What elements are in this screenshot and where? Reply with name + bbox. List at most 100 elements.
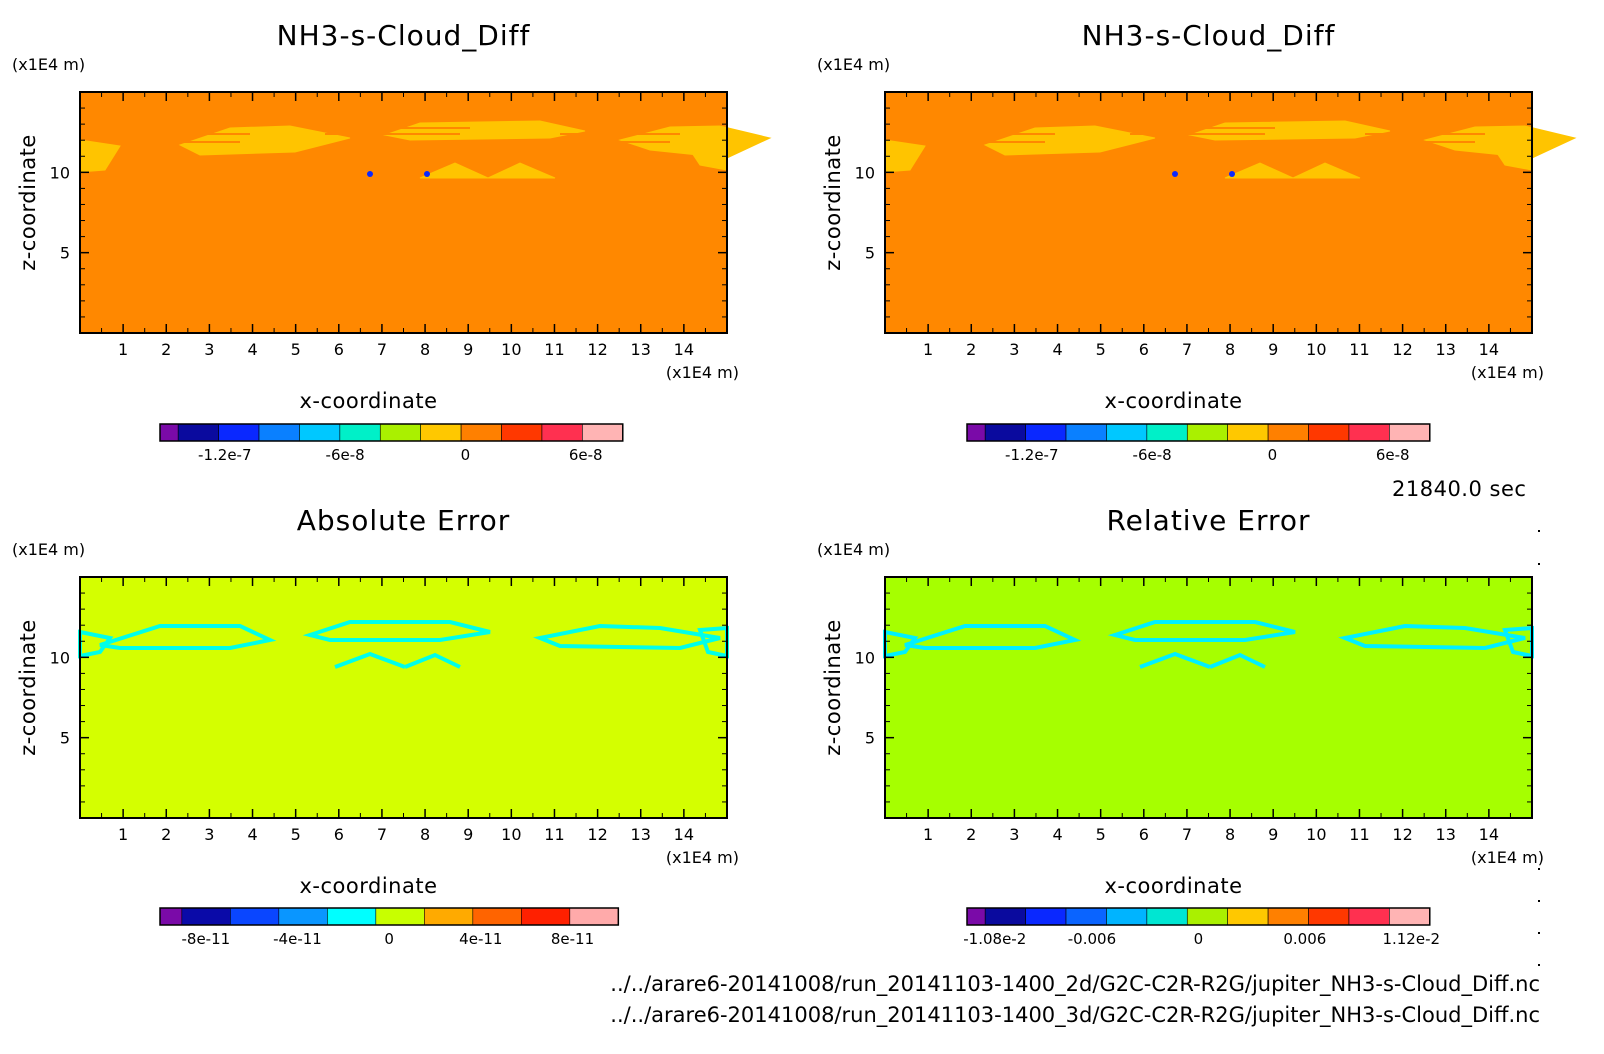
cloud-bump-outline xyxy=(1209,652,1266,669)
colorbar-swatch xyxy=(1267,423,1309,442)
colorbar-swatch xyxy=(1348,907,1390,926)
colorbar-tick-label: -0.006 xyxy=(1068,930,1116,948)
x-tick-label: 5 xyxy=(291,825,301,844)
x-tick-label: 11 xyxy=(544,825,564,844)
x-axis-label: x-coordinate xyxy=(1104,874,1242,898)
colorbar-swatch xyxy=(1025,423,1067,442)
x-tick-label: 6 xyxy=(334,825,344,844)
x-tick-label: 9 xyxy=(1268,340,1278,359)
x-tick-label: 6 xyxy=(1139,340,1149,359)
panel-title: NH3-s-Cloud_Diff xyxy=(277,19,531,52)
colorbar-swatch xyxy=(984,423,1026,442)
x-tick-label: 10 xyxy=(501,340,521,359)
cloud-band-outline xyxy=(904,624,1082,650)
x-tick-label: 4 xyxy=(247,340,257,359)
panel-title: Relative Error xyxy=(1106,504,1310,537)
colorbar-swatch xyxy=(278,907,328,926)
colorbar-tick-label: 0.006 xyxy=(1283,930,1326,948)
colorbar-swatch xyxy=(1308,423,1350,442)
cloud-bump-outline xyxy=(404,652,461,669)
colorbar-swatch xyxy=(1106,907,1148,926)
x-tick-label: 8 xyxy=(420,825,430,844)
y-axis-label: z-coordinate xyxy=(821,619,845,756)
colorbar-swatch xyxy=(1065,423,1107,442)
x-tick-label: 7 xyxy=(1182,825,1192,844)
x-axis-label: x-coordinate xyxy=(299,874,437,898)
plot-background xyxy=(885,577,1532,818)
x-tick-label: 9 xyxy=(1268,825,1278,844)
y-tick-label: 5 xyxy=(60,729,70,748)
x-unit-label: (x1E4 m) xyxy=(1471,363,1544,382)
x-tick-label: 2 xyxy=(161,340,171,359)
colorbar-swatch xyxy=(1267,907,1309,926)
cloud-band-outline xyxy=(302,620,491,642)
colorbar-frame xyxy=(966,423,1431,442)
colorbar-swatch xyxy=(177,423,219,442)
x-tick-label: 14 xyxy=(1479,825,1499,844)
colorbar-swatch xyxy=(521,907,571,926)
x-tick-label: 3 xyxy=(1009,340,1019,359)
colorbar-swatch xyxy=(1106,423,1148,442)
x-tick-label: 7 xyxy=(377,340,387,359)
time-label: 21840.0 sec xyxy=(1392,477,1526,501)
x-tick-label: 13 xyxy=(1436,825,1456,844)
colorbar-swatch xyxy=(1146,907,1188,926)
x-tick-label: 1 xyxy=(118,825,128,844)
panel-1: NH3-s-Cloud_Diff(x1E4 m)1 2 3 4 5 6 7 8 9 10 11 12 1… xyxy=(12,19,772,464)
x-tick-label: 4 xyxy=(1052,340,1062,359)
x-tick-label: 9 xyxy=(463,340,473,359)
y-axis-label: z-coordinate xyxy=(821,134,845,271)
colorbar-swatch xyxy=(375,907,425,926)
colorbar-swatch xyxy=(424,907,474,926)
file-path-1: ../../arare6-20141008/run_20141103-1400_… xyxy=(610,972,1540,997)
x-tick-label: 11 xyxy=(1349,340,1369,359)
x-tick-label: 12 xyxy=(587,340,607,359)
cloud-features xyxy=(884,120,1577,179)
colorbar-swatch xyxy=(1227,907,1269,926)
cloud-band xyxy=(383,120,586,141)
y-unit-label: (x1E4 m) xyxy=(12,540,85,559)
colorbar-swatch xyxy=(1227,423,1269,442)
colorbar-tick-label: 0 xyxy=(461,446,471,464)
colorbar-swatch xyxy=(984,907,1026,926)
colorbar-tick-label: 0 xyxy=(1194,930,1204,948)
x-tick-label: 14 xyxy=(1479,340,1499,359)
x-unit-label: (x1E4 m) xyxy=(1471,848,1544,867)
colorbar-swatch xyxy=(966,423,986,442)
colorbar-swatch xyxy=(1186,423,1228,442)
cloud-band-outline xyxy=(1107,620,1296,642)
x-tick-label: 8 xyxy=(420,340,430,359)
x-tick-label: 5 xyxy=(291,340,301,359)
x-tick-label: 7 xyxy=(1182,340,1192,359)
colorbar-tick-label: -1.08e-2 xyxy=(963,930,1026,948)
x-tick-label: 3 xyxy=(204,825,214,844)
x-tick-label: 1 xyxy=(923,825,933,844)
colorbar-swatch xyxy=(541,423,583,442)
colorbar-swatch xyxy=(1065,907,1107,926)
colorbar-swatch xyxy=(339,423,381,442)
cloud-core xyxy=(1172,171,1178,177)
cloud-band-outline xyxy=(533,623,721,651)
y-axis-label: z-coordinate xyxy=(16,134,40,271)
colorbar-tick-label: -8e-11 xyxy=(181,930,230,948)
x-tick-label: 14 xyxy=(674,825,694,844)
x-unit-label: (x1E4 m) xyxy=(666,848,739,867)
colorbar-swatch xyxy=(299,423,341,442)
x-tick-label: 8 xyxy=(1225,825,1235,844)
colorbar-swatch xyxy=(159,423,179,442)
y-tick-label: 10 xyxy=(855,648,875,667)
x-tick-label: 4 xyxy=(247,825,257,844)
colorbar-tick-label: 4e-11 xyxy=(459,930,502,948)
cloud-core xyxy=(1229,171,1235,177)
right-margin-dots xyxy=(1538,530,1540,966)
colorbar-frame xyxy=(966,907,1431,926)
panel-title: Absolute Error xyxy=(297,504,511,537)
cloud-features xyxy=(79,120,772,179)
y-unit-label: (x1E4 m) xyxy=(12,55,85,74)
colorbar-tick-label: -1.2e-7 xyxy=(198,446,251,464)
x-tick-label: 1 xyxy=(118,340,128,359)
x-tick-label: 13 xyxy=(1436,340,1456,359)
panel-title: NH3-s-Cloud_Diff xyxy=(1082,19,1336,52)
y-tick-label: 5 xyxy=(60,244,70,263)
x-tick-label: 12 xyxy=(1392,825,1412,844)
